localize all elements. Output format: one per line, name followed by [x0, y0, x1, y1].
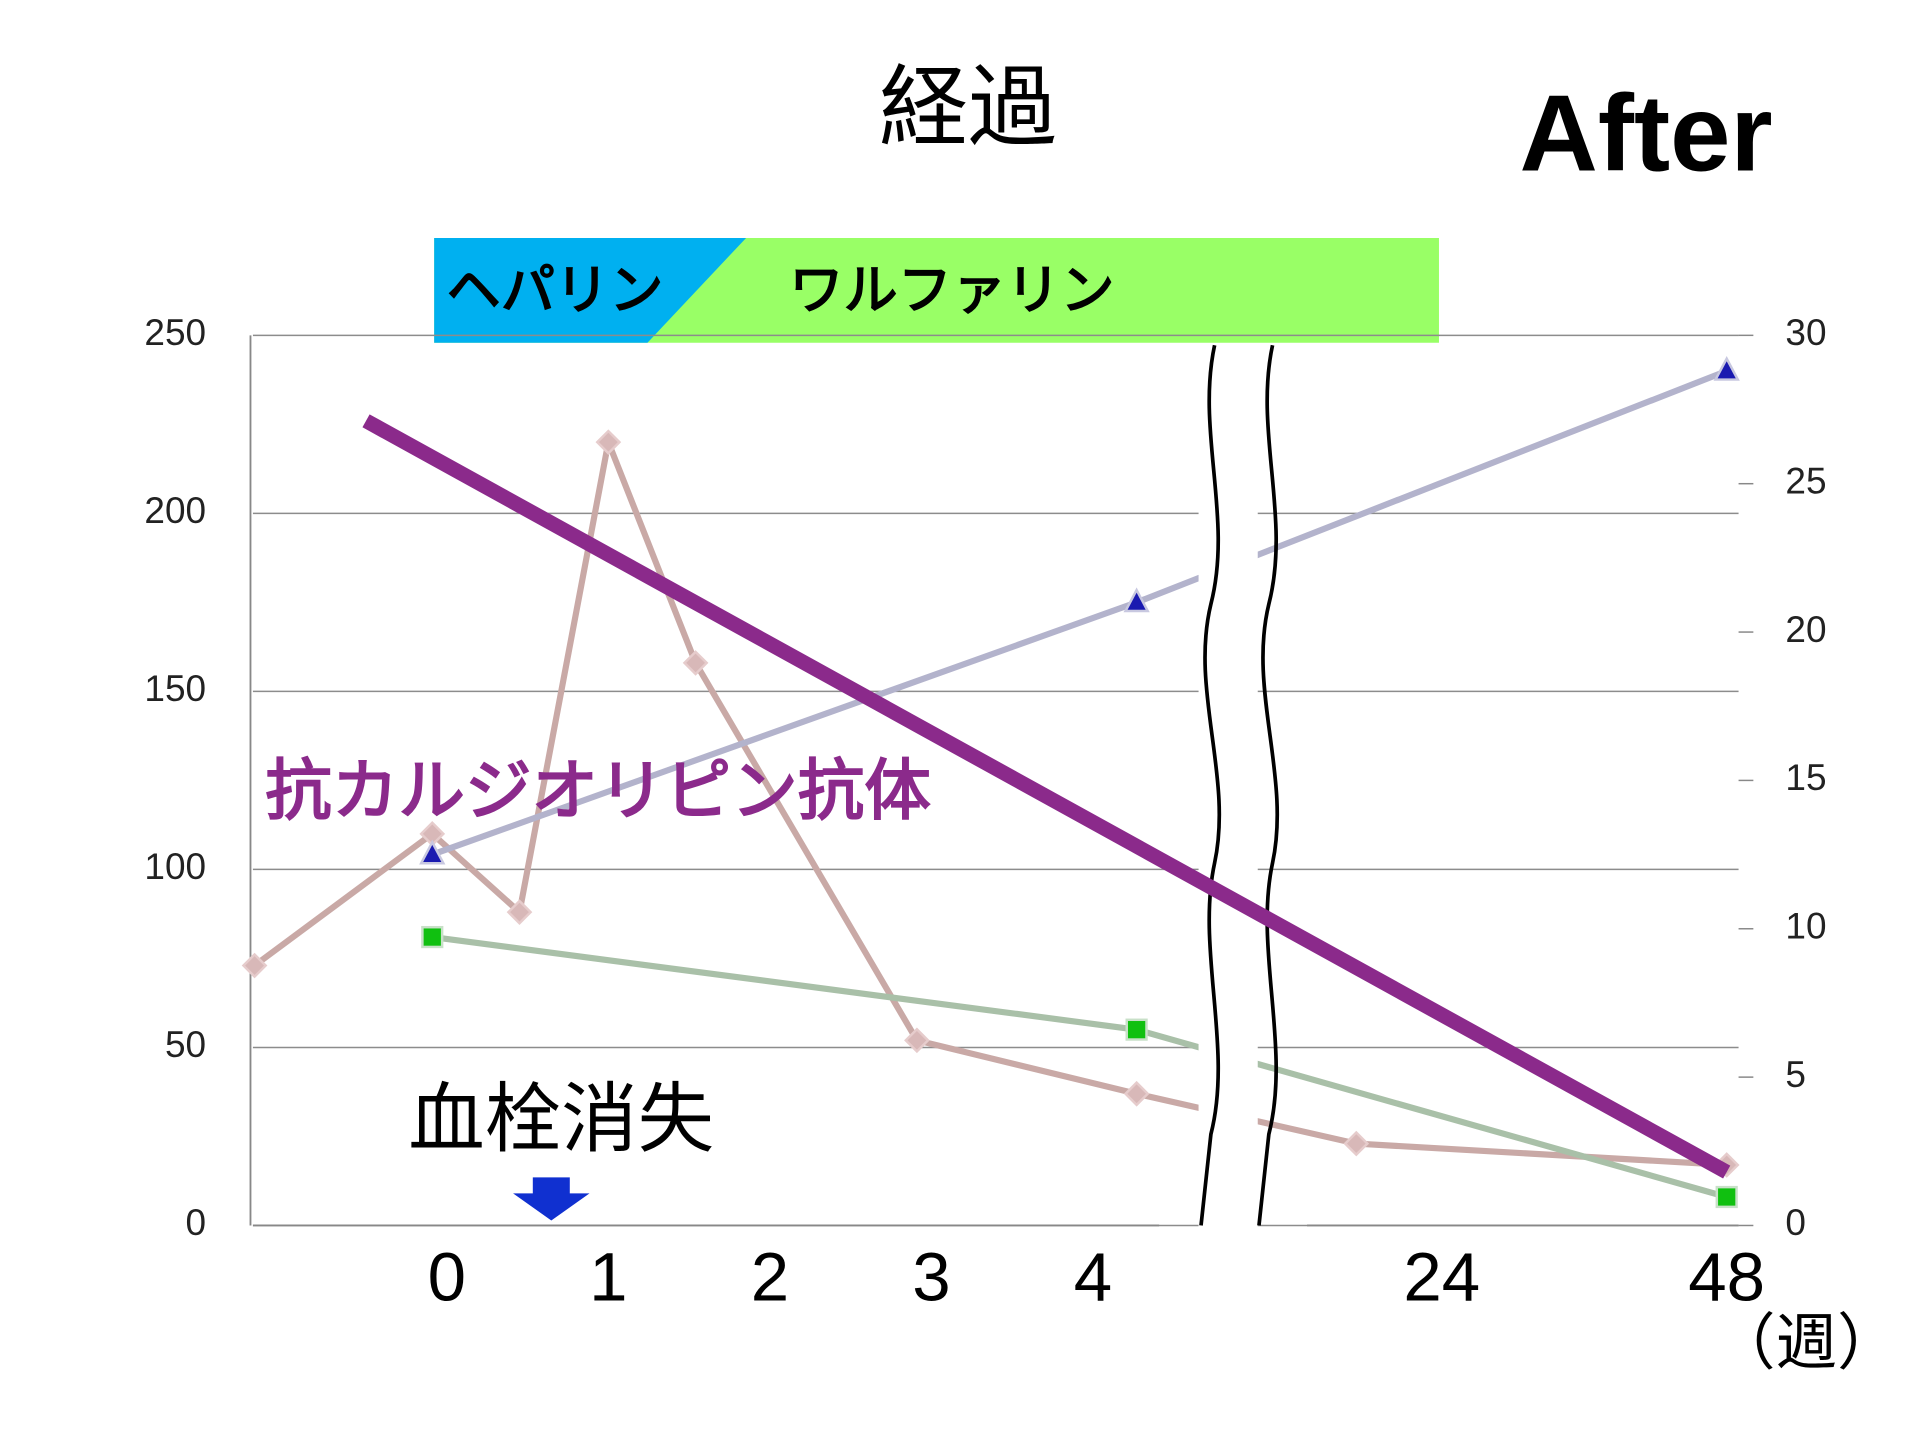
x-tick-label: 1 — [589, 1237, 627, 1315]
annotation: 血栓消失 — [408, 1075, 714, 1164]
y2-tick-label: 0 — [1785, 1202, 1806, 1243]
marker — [1125, 1018, 1148, 1041]
marker — [595, 429, 622, 455]
marker — [506, 899, 533, 925]
chart-title: 経過 — [879, 56, 1057, 159]
marker — [1343, 1130, 1370, 1157]
phase-label: ヘパリン — [447, 259, 664, 322]
y2-tick-label: 25 — [1785, 460, 1826, 501]
x-tick-label: 24 — [1403, 1237, 1480, 1315]
y2-tick-label: 20 — [1785, 609, 1826, 650]
y-tick-label: 0 — [186, 1202, 207, 1243]
y-tick-label: 250 — [144, 312, 206, 353]
y-tick-label: 50 — [165, 1024, 206, 1065]
y2-tick-label: 15 — [1785, 757, 1826, 798]
x-tick-label: 2 — [751, 1237, 789, 1315]
marker — [1715, 1185, 1738, 1209]
arrow — [513, 1177, 590, 1221]
trend-line — [362, 414, 1731, 1179]
x-tick-label: 4 — [1074, 1237, 1112, 1315]
marker — [1713, 355, 1740, 381]
badge: After — [1520, 72, 1773, 193]
y-tick-label: 150 — [144, 668, 206, 709]
break-line — [1257, 344, 1280, 1226]
x-tick-label: 48 — [1688, 1237, 1765, 1315]
y-tick-label: 200 — [144, 490, 206, 531]
marker — [241, 952, 268, 979]
y2-tick-label: 30 — [1785, 312, 1826, 353]
x-tick-label: 3 — [912, 1237, 950, 1315]
break-gap — [1198, 345, 1258, 1228]
phase-label: ワルファリン — [789, 259, 1114, 322]
marker — [904, 1027, 930, 1054]
marker — [419, 839, 446, 865]
x-tick-label: 0 — [428, 1237, 466, 1315]
marker — [1123, 587, 1150, 613]
marker — [682, 650, 709, 676]
marker — [421, 925, 444, 949]
y-tick-label: 100 — [144, 846, 206, 887]
y2-tick-label: 10 — [1785, 906, 1826, 947]
marker — [1123, 1080, 1150, 1107]
x-unit: （週） — [1714, 1306, 1899, 1378]
break-line — [1199, 344, 1222, 1226]
series-label: 抗カルジオリピン抗体 — [265, 751, 931, 829]
heparin-bar — [434, 237, 747, 343]
y2-tick-label: 5 — [1785, 1054, 1806, 1095]
